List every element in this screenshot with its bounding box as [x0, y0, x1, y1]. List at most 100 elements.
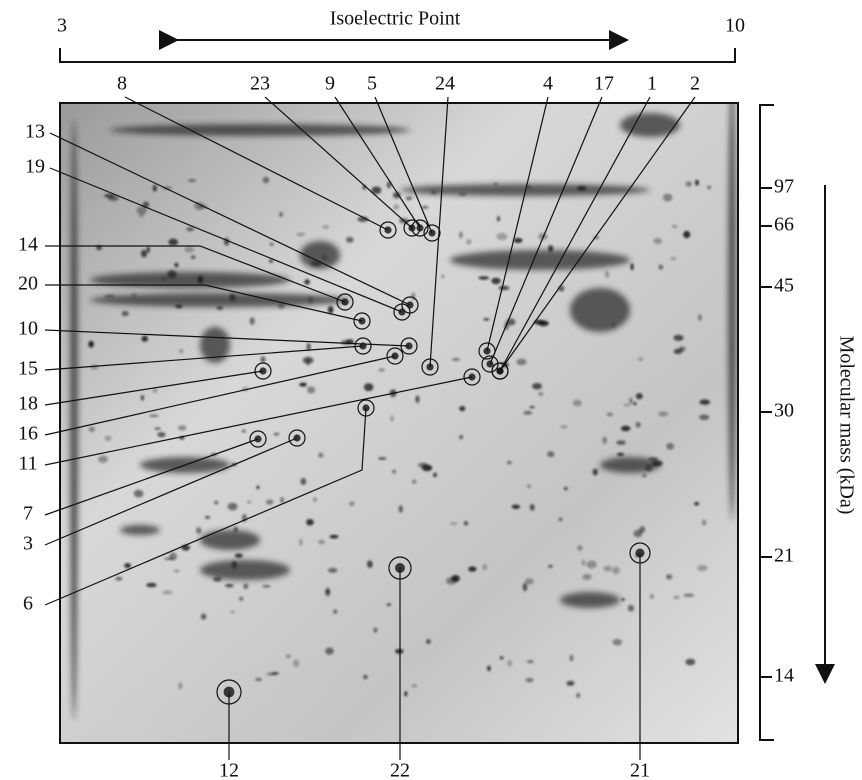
mass-tick-label: 21	[774, 545, 794, 567]
spot-label: 21	[630, 760, 650, 780]
gel-spot	[169, 552, 177, 561]
gel-spot	[604, 271, 610, 278]
gel-spot	[431, 190, 437, 195]
spot-label: 20	[18, 273, 38, 295]
spot-dot	[395, 563, 405, 573]
leader-line	[124, 96, 389, 231]
gel-spot	[699, 399, 711, 405]
spot-circle	[353, 312, 371, 330]
gel-spot	[404, 691, 408, 697]
pi-bracket	[59, 48, 736, 63]
gel-spot	[566, 680, 575, 686]
top-axis-title: Isoelectric Point	[330, 8, 461, 30]
gel-spot	[233, 526, 238, 533]
gel-spot	[230, 610, 235, 613]
spot-label: 19	[25, 156, 45, 178]
gel-spot	[658, 264, 664, 270]
gel-spot	[569, 654, 574, 662]
spot-circle	[411, 219, 429, 237]
gel-spot	[629, 397, 633, 405]
spot-circle	[254, 362, 272, 380]
gel-spot	[658, 411, 669, 417]
gel-spot	[498, 285, 510, 291]
gel-spot	[213, 576, 222, 582]
gel-spot	[204, 516, 211, 519]
gel-spot	[363, 383, 374, 392]
gel-spot	[190, 255, 196, 260]
mass-tick-label: 45	[774, 275, 794, 297]
gel-spot	[459, 434, 464, 440]
gel-spot	[405, 196, 413, 200]
gel-spot	[256, 485, 260, 489]
gel-spot	[563, 486, 568, 491]
gel-spot	[186, 227, 194, 232]
spot-circle	[481, 355, 499, 373]
gel-spot	[184, 246, 195, 253]
gel-spot	[390, 415, 394, 422]
gel-spot	[635, 421, 641, 428]
gel-spot	[321, 255, 328, 260]
gel-spot	[234, 553, 243, 558]
gel-spot	[513, 238, 523, 243]
spot-label: 16	[18, 423, 38, 445]
gel-spot	[478, 276, 490, 280]
spot-dot	[635, 548, 645, 558]
gel-spot	[304, 279, 310, 285]
pi-start: 3	[57, 15, 67, 37]
mass-tick-label: 97	[774, 176, 794, 198]
gel-spot	[363, 674, 368, 680]
spot-label: 22	[390, 760, 410, 780]
gel-spot	[90, 364, 99, 370]
gel-spot	[173, 569, 180, 572]
gel-spot	[592, 468, 598, 476]
gel-spot	[104, 435, 112, 442]
gel-spot	[529, 504, 535, 511]
gel-spot	[451, 358, 460, 361]
gel-spot	[685, 658, 696, 666]
gel-spot	[612, 566, 620, 575]
gel-band	[600, 457, 660, 473]
gel-spot	[451, 575, 460, 583]
gel-spot	[612, 638, 622, 646]
gel-spot	[450, 522, 458, 525]
spot-dot	[406, 301, 414, 309]
gel-spot	[576, 693, 581, 698]
gel-spot	[140, 394, 144, 401]
spot-dot	[468, 373, 476, 381]
spot-dot	[293, 434, 301, 442]
gel-spot	[483, 318, 490, 321]
gel-spot	[532, 383, 543, 390]
gel-spot	[525, 185, 531, 189]
gel-spot	[146, 246, 150, 253]
gel-spot	[152, 388, 158, 393]
gel-spot	[327, 306, 334, 314]
gel-spot	[466, 239, 472, 245]
gel-spot	[332, 609, 338, 614]
gel-spot	[673, 348, 683, 355]
gel-spot	[386, 603, 392, 606]
gel-spot	[441, 274, 445, 278]
gel-spot	[529, 406, 535, 409]
gel-spot	[146, 582, 157, 588]
gel-spot	[306, 518, 314, 526]
gel-spot	[98, 455, 108, 463]
gel-spot	[432, 472, 437, 478]
spot-label: 14	[18, 234, 38, 256]
spot-circle	[379, 221, 397, 239]
spot-label: 1	[647, 73, 657, 95]
gel-spot	[307, 296, 314, 304]
leader-line	[44, 370, 264, 406]
gel-spot	[603, 565, 613, 572]
gel-spot	[88, 340, 94, 348]
gel-spot	[627, 604, 634, 612]
gel-spot	[606, 412, 614, 417]
gel-spot	[650, 593, 654, 599]
gel-spot	[313, 497, 317, 502]
gel-band	[110, 124, 410, 136]
gel-spot	[329, 534, 339, 539]
spot-label: 3	[23, 533, 33, 555]
spot-circle	[249, 430, 267, 448]
leader-line	[489, 96, 603, 365]
gel-spot	[178, 682, 183, 690]
